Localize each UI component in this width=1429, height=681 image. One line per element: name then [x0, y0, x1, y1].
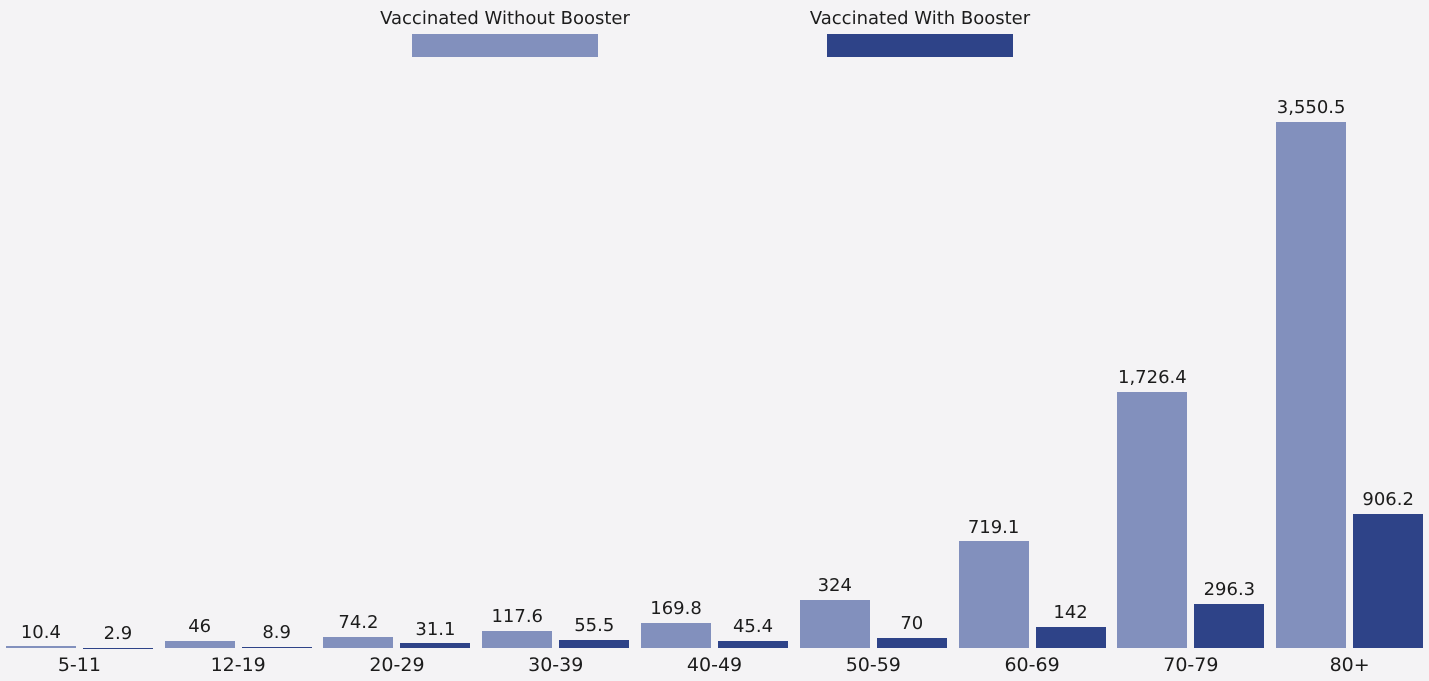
bar-value-label: 142: [1053, 602, 1088, 624]
bar-60-69-with-booster: [1035, 626, 1106, 648]
bar-wrap-without-booster: 74.2: [323, 612, 394, 648]
bar-30-39-without-booster: [482, 630, 553, 648]
bars-row: 719.1 142: [953, 70, 1112, 648]
bars-row: 117.6 55.5: [476, 70, 635, 648]
legend-swatch-without-booster: [412, 33, 598, 57]
bar-group-70-79: 1,726.4 296.3 70-79: [1111, 70, 1270, 681]
bar-value-label: 324: [817, 575, 852, 597]
bars-row: 1,726.4 296.3: [1111, 70, 1270, 648]
bar-wrap-with-booster: 31.1: [400, 618, 471, 648]
bar-wrap-without-booster: 3,550.5: [1276, 97, 1347, 648]
bar-value-label: 1,726.4: [1118, 367, 1187, 389]
bar-70-79-with-booster: [1194, 604, 1265, 648]
bar-wrap-without-booster: 719.1: [958, 516, 1029, 648]
bar-group-50-59: 324 70 50-59: [794, 70, 953, 681]
legend-label-without-booster: Vaccinated Without Booster: [380, 8, 630, 29]
plot-area: 10.4 2.9 5-11 46 8.9 12-19 74.2 31.1 20-29 117.6 5…: [0, 70, 1429, 681]
legend-item-with-booster: Vaccinated With Booster: [770, 8, 1070, 57]
bar-wrap-with-booster: 142: [1035, 602, 1106, 648]
bars-row: 74.2 31.1: [318, 70, 477, 648]
bar-value-label: 3,550.5: [1276, 97, 1346, 119]
legend-swatch-with-booster: [827, 33, 1013, 57]
bar-20-29-with-booster: [400, 643, 471, 648]
bar-80+-without-booster: [1276, 122, 1347, 648]
category-label: 40-49: [686, 653, 743, 676]
bar-wrap-with-booster: 296.3: [1194, 579, 1265, 648]
bar-group-40-49: 169.8 45.4 40-49: [635, 70, 794, 681]
bar-80+-with-booster: [1353, 513, 1424, 648]
bar-40-49-without-booster: [641, 622, 712, 648]
bar-wrap-with-booster: 2.9: [82, 622, 153, 648]
bar-value-label: 46: [188, 616, 212, 638]
bar-group-30-39: 117.6 55.5 30-39: [476, 70, 635, 681]
bar-40-49-with-booster: [718, 641, 789, 648]
bar-12-19-without-booster: [164, 641, 235, 648]
category-label: 5-11: [57, 653, 101, 676]
bar-group-12-19: 46 8.9 12-19: [159, 70, 318, 681]
bar-5-11-without-booster: [5, 646, 76, 648]
bar-50-59-without-booster: [799, 600, 870, 648]
bars-row: 169.8 45.4: [635, 70, 794, 648]
bar-60-69-without-booster: [958, 541, 1029, 648]
legend-label-with-booster: Vaccinated With Booster: [809, 8, 1031, 29]
bar-group-20-29: 74.2 31.1 20-29: [318, 70, 477, 681]
bar-value-label: 10.4: [20, 621, 61, 643]
bar-wrap-with-booster: 70: [876, 612, 947, 648]
bar-30-39-with-booster: [559, 639, 630, 648]
bar-20-29-without-booster: [323, 637, 394, 648]
bar-wrap-with-booster: 55.5: [559, 614, 630, 648]
bar-wrap-without-booster: 169.8: [641, 598, 712, 648]
bar-value-label: 8.9: [262, 621, 291, 643]
bar-wrap-with-booster: 45.4: [718, 616, 789, 648]
legend-item-without-booster: Vaccinated Without Booster: [355, 8, 655, 57]
bar-value-label: 74.2: [338, 612, 379, 634]
bar-value-label: 296.3: [1203, 579, 1256, 601]
bars-row: 3,550.5 906.2: [1270, 70, 1429, 648]
bar-value-label: 45.4: [732, 616, 774, 638]
bar-wrap-without-booster: 1,726.4: [1117, 367, 1188, 648]
bar-wrap-with-booster: 906.2: [1353, 488, 1424, 648]
bar-value-label: 169.8: [650, 598, 702, 620]
bar-wrap-without-booster: 10.4: [5, 621, 76, 648]
bars-row: 324 70: [794, 70, 953, 648]
bar-wrap-without-booster: 117.6: [482, 605, 553, 648]
category-label: 50-59: [845, 653, 901, 676]
bar-value-label: 31.1: [415, 618, 456, 640]
bars-row: 10.4 2.9: [0, 70, 159, 648]
bar-value-label: 719.1: [967, 516, 1020, 538]
bar-50-59-with-booster: [876, 637, 947, 648]
bar-value-label: 55.5: [574, 614, 615, 636]
category-label: 20-29: [369, 653, 425, 676]
bar-value-label: 906.2: [1362, 488, 1414, 510]
category-label: 80+: [1329, 653, 1370, 676]
bar-group-5-11: 10.4 2.9 5-11: [0, 70, 159, 681]
bar-12-19-with-booster: [241, 646, 312, 648]
bar-group-60-69: 719.1 142 60-69: [953, 70, 1112, 681]
bar-wrap-without-booster: 46: [164, 616, 235, 648]
bar-value-label: 117.6: [491, 605, 543, 627]
category-label: 60-69: [1004, 653, 1060, 676]
category-label: 30-39: [528, 653, 584, 676]
bar-value-label: 70: [900, 612, 924, 634]
bar-group-80+: 3,550.5 906.2 80+: [1270, 70, 1429, 681]
bar-70-79-without-booster: [1117, 392, 1188, 648]
bars-row: 46 8.9: [159, 70, 318, 648]
category-label: 12-19: [210, 653, 266, 676]
category-label: 70-79: [1163, 653, 1219, 676]
bar-value-label: 2.9: [103, 622, 133, 644]
bar-wrap-with-booster: 8.9: [241, 621, 312, 648]
bar-wrap-without-booster: 324: [799, 575, 870, 648]
